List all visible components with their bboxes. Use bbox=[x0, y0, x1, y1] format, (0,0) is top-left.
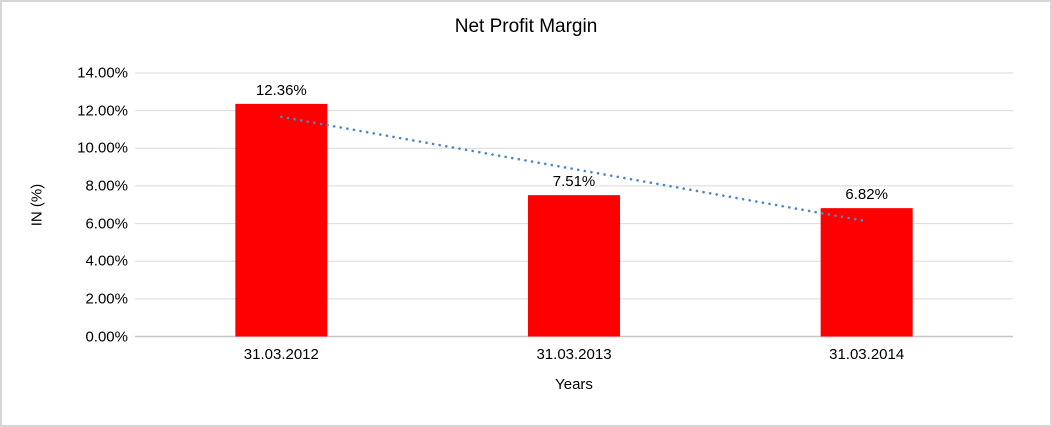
y-tick-label: 10.00% bbox=[77, 139, 128, 157]
bar-value-label: 6.82% bbox=[845, 186, 888, 204]
x-tick-label: 31.03.2012 bbox=[243, 346, 319, 363]
y-tick-label: 6.00% bbox=[85, 215, 128, 233]
x-tick-label: 31.03.2014 bbox=[829, 346, 905, 363]
bar-31.03.2014 bbox=[820, 208, 913, 337]
y-tick-label: 4.00% bbox=[85, 252, 128, 270]
y-tick-label: 12.00% bbox=[77, 102, 128, 120]
bar-31.03.2012 bbox=[235, 103, 328, 337]
y-tick-label: 0.00% bbox=[85, 328, 128, 345]
x-tick-label: 31.03.2013 bbox=[536, 346, 612, 363]
y-tick-label: 8.00% bbox=[85, 177, 128, 195]
y-tick-label: 14.00% bbox=[77, 64, 128, 82]
chart-title: Net Profit Margin bbox=[454, 16, 598, 37]
trendline bbox=[280, 115, 868, 223]
bar-value-label: 7.51% bbox=[552, 173, 596, 191]
x-axis-title: Years bbox=[555, 376, 593, 393]
bar-31.03.2013 bbox=[528, 195, 620, 337]
bar-value-label: 12.36% bbox=[255, 81, 307, 99]
y-tick-label: 2.00% bbox=[85, 290, 128, 308]
